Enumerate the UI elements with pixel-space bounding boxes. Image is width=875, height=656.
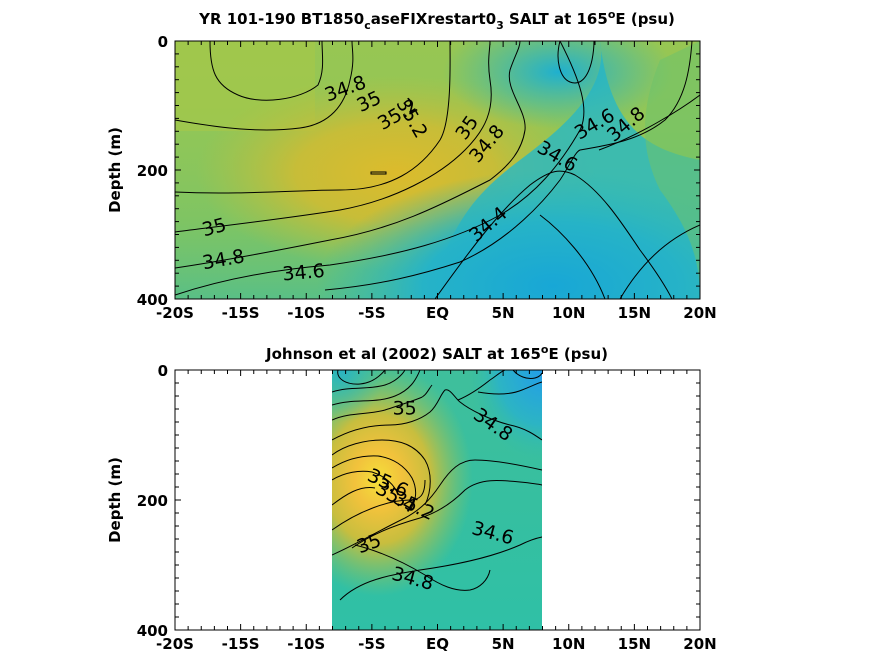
bottom-contour-line [332, 370, 421, 406]
bottom-title-superscript: o [541, 343, 549, 356]
top-x-axis: -20S -15S -10S -5S EQ 5N 10N 15N 20N [156, 41, 717, 322]
top-x-tick-label: -15S [222, 304, 260, 322]
bottom-x-tick-label: -15S [222, 635, 260, 653]
bottom-x-tick-label: 15N [618, 635, 651, 653]
top-x-tick-label: EQ [426, 304, 449, 322]
top-contour-line [539, 214, 606, 299]
top-contour-line [175, 41, 492, 233]
top-contour-line [619, 224, 700, 299]
bottom-x-tick-label: 20N [683, 635, 716, 653]
top-contour-line [175, 41, 526, 269]
bottom-contour-line [332, 455, 417, 511]
top-contour-label: 34.6 [282, 260, 326, 286]
top-title-part: aseFIXrestart0 [371, 10, 496, 28]
top-y-tick-label: 200 [137, 162, 168, 180]
bottom-x-tick-label: EQ [426, 635, 449, 653]
bottom-contour-line [332, 459, 542, 556]
top-title-subscript: 3 [496, 19, 504, 32]
top-x-tick-label: -20S [156, 304, 194, 322]
bottom-contour-line [477, 381, 542, 395]
bottom-contour-line [512, 370, 542, 379]
bottom-contour-line [332, 470, 399, 496]
top-x-tick-label: 5N [492, 304, 515, 322]
bottom-y-tick-label: 400 [137, 622, 168, 640]
top-title-part: YR 101-190 BT1850 [198, 10, 364, 28]
top-x-tick-label: 15N [618, 304, 651, 322]
top-contour-line [370, 171, 387, 175]
bottom-contour-line [457, 370, 506, 401]
bottom-y-tick-label: 0 [158, 362, 168, 380]
bottom-x-tick-label: 10N [552, 635, 585, 653]
top-x-tick-label: -10S [287, 304, 325, 322]
bottom-chart-title: Johnson et al (2002) SALT at 165oE (psu) [265, 343, 608, 363]
top-y-axis: 0 200 400 [137, 33, 700, 309]
bottom-x-tick-label: -10S [287, 635, 325, 653]
top-y-tick-label: 0 [158, 33, 168, 51]
bottom-heatmap [332, 370, 542, 630]
top-x-tick-label: -5S [358, 304, 385, 322]
top-x-tick-label: 10N [552, 304, 585, 322]
bottom-y-axis-label: Depth (m) [106, 457, 124, 543]
bottom-contour-line [339, 536, 542, 601]
bottom-contour-label: 35 [393, 398, 417, 420]
top-title-subscript: c [364, 19, 371, 32]
bottom-contour-line [351, 479, 542, 549]
bottom-x-tick-label: -20S [156, 635, 194, 653]
bottom-y-axis: 0 200 400 [137, 362, 700, 640]
top-contour-line [598, 94, 700, 151]
bottom-contour-line [332, 479, 426, 531]
bottom-contour-line [337, 370, 386, 385]
top-title-part: SALT at 165 [504, 10, 608, 28]
top-y-axis-label: Depth (m) [106, 127, 124, 213]
top-x-tick-label: 20N [683, 304, 716, 322]
top-chart-title: YR 101-190 BT1850caseFIXrestart03 SALT a… [198, 8, 675, 32]
top-contour-line [557, 41, 595, 84]
bottom-contour-line [332, 486, 376, 506]
top-title-part: E (psu) [615, 10, 675, 28]
top-contour-line [175, 41, 585, 296]
bottom-title-part: Johnson et al (2002) SALT at 165 [265, 345, 541, 363]
bottom-x-tick-label: -5S [358, 635, 385, 653]
top-contour-line [175, 41, 354, 131]
bottom-contour-line [332, 384, 433, 421]
top-y-tick-label: 400 [137, 291, 168, 309]
bottom-contour-line [354, 544, 491, 591]
bottom-contour-line [332, 439, 431, 506]
bottom-contour-line [332, 370, 406, 393]
bottom-x-tick-label: 5N [492, 635, 515, 653]
top-contour-line [209, 41, 324, 101]
bottom-contour-line [332, 389, 542, 441]
top-contour-line [434, 170, 673, 299]
bottom-y-tick-label: 200 [137, 492, 168, 510]
bottom-x-axis: -20S -15S -10S -5S EQ 5N 10N 15N 20N [156, 370, 717, 653]
top-contour-line [175, 41, 451, 194]
top-heatmap [175, 41, 700, 299]
top-title-superscript: o [608, 8, 616, 21]
bottom-title-part: E (psu) [548, 345, 608, 363]
